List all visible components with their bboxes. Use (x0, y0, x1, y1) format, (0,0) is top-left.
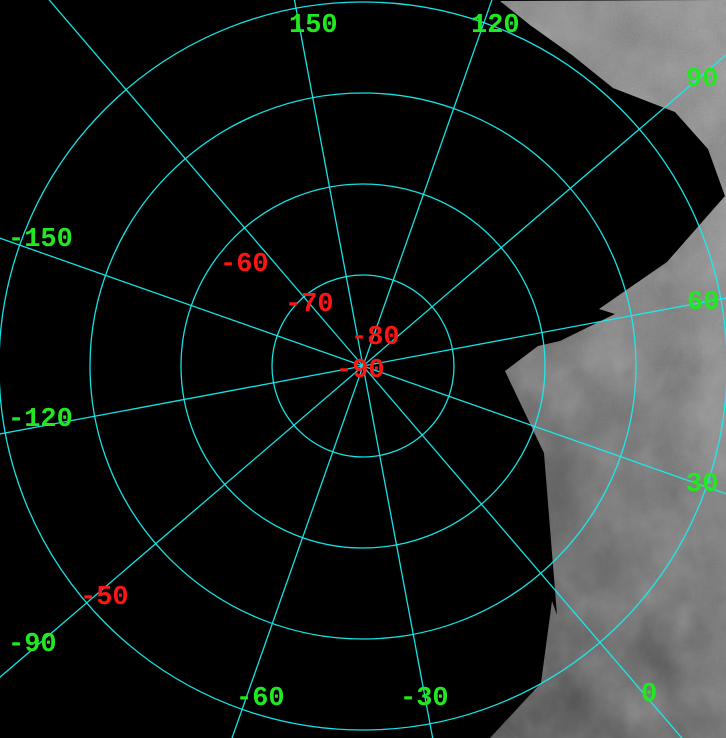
svg-text:30: 30 (686, 470, 718, 500)
svg-text:0: 0 (641, 680, 657, 710)
svg-text:-30: -30 (400, 684, 449, 714)
svg-text:120: 120 (471, 11, 520, 41)
svg-text:-90: -90 (8, 630, 57, 660)
svg-text:-50: -50 (80, 583, 129, 613)
svg-text:-60: -60 (236, 684, 285, 714)
svg-text:60: 60 (687, 288, 719, 318)
svg-text:-150: -150 (8, 225, 73, 255)
svg-text:-80: -80 (351, 323, 400, 353)
svg-text:-60: -60 (220, 250, 269, 280)
svg-text:-120: -120 (8, 405, 73, 435)
svg-text:-90: -90 (336, 356, 385, 386)
svg-text:90: 90 (686, 65, 718, 95)
svg-text:-70: -70 (285, 290, 334, 320)
svg-text:150: 150 (289, 11, 338, 41)
